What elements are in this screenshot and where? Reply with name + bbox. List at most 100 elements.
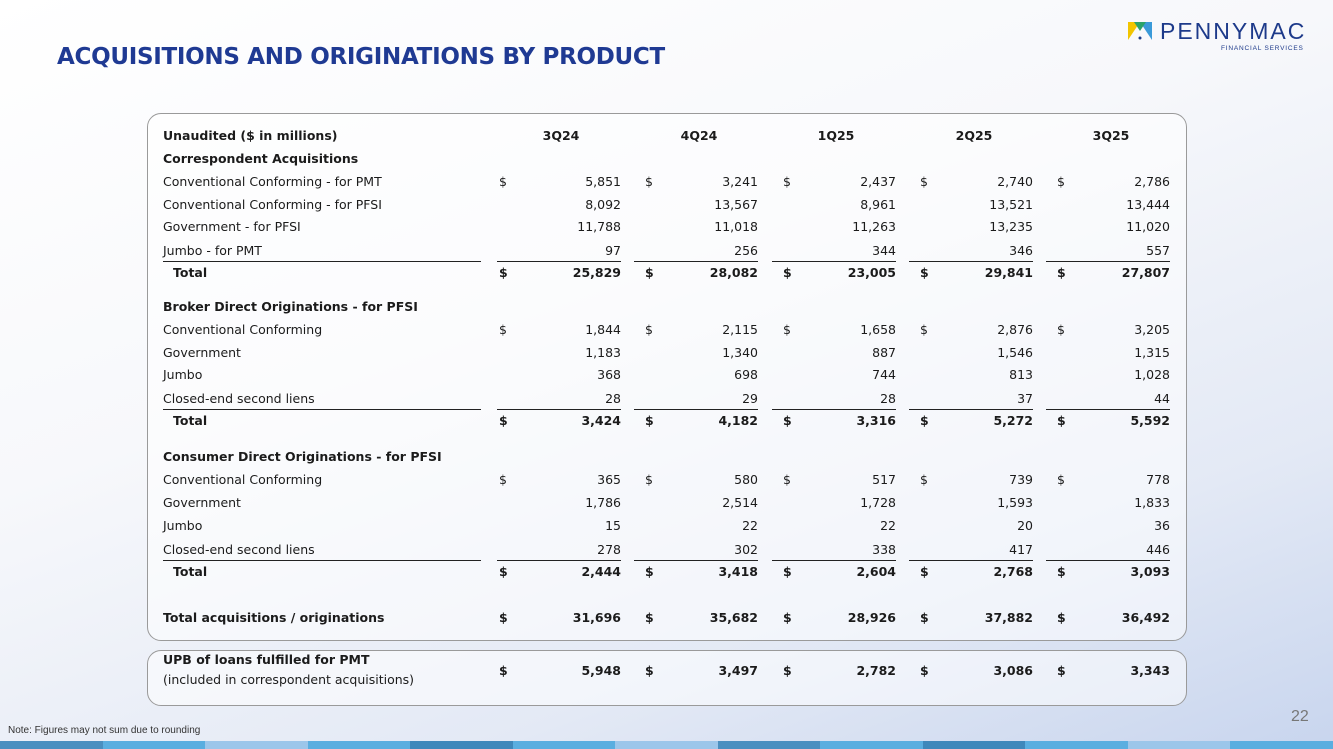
- column-header: 1Q25: [817, 128, 855, 143]
- row-value: 302: [734, 542, 758, 557]
- row-value: 11,020: [1126, 219, 1170, 234]
- row-value: 344: [872, 243, 896, 258]
- row-value: 517: [872, 472, 896, 487]
- currency-symbol: $: [783, 322, 791, 337]
- currency-symbol: $: [499, 663, 508, 678]
- row-value: 8,961: [860, 197, 896, 212]
- divider: [163, 560, 481, 561]
- column-header: 4Q24: [680, 128, 718, 143]
- grand-total-value: 37,882: [984, 610, 1033, 625]
- row-value: 13,444: [1126, 197, 1170, 212]
- row-value: 28: [880, 391, 896, 406]
- divider: [1046, 560, 1170, 561]
- currency-symbol: $: [1057, 413, 1066, 428]
- currency-symbol: $: [645, 413, 654, 428]
- row-label: Closed-end second liens: [163, 391, 315, 406]
- currency-symbol: $: [920, 265, 929, 280]
- currency-symbol: $: [783, 265, 792, 280]
- row-value: 3,241: [722, 174, 758, 189]
- currency-symbol: $: [499, 472, 507, 487]
- row-value: 580: [734, 472, 758, 487]
- upb-value: 3,343: [1130, 663, 1170, 678]
- currency-symbol: $: [920, 322, 928, 337]
- currency-symbol: $: [645, 564, 654, 579]
- row-value: 11,263: [852, 219, 896, 234]
- row-value: 44: [1154, 391, 1170, 406]
- currency-symbol: $: [1057, 322, 1065, 337]
- total-value: 5,592: [1130, 413, 1170, 428]
- total-value: 2,768: [993, 564, 1033, 579]
- divider: [909, 409, 1033, 410]
- logo-wordmark: PENNYMAC: [1160, 18, 1307, 44]
- row-value: 20: [1017, 518, 1033, 533]
- divider: [497, 409, 621, 410]
- currency-symbol: $: [645, 322, 653, 337]
- footnote: Note: Figures may not sum due to roundin…: [8, 725, 201, 736]
- divider: [1046, 261, 1170, 262]
- strip-segment: [1025, 741, 1128, 749]
- row-value: 813: [1009, 367, 1033, 382]
- grand-total-label: Total acquisitions / originations: [163, 610, 385, 625]
- currency-symbol: $: [645, 610, 654, 625]
- divider: [163, 261, 481, 262]
- total-label: Total: [173, 564, 208, 579]
- row-label: Government: [163, 345, 241, 360]
- page-number: 22: [1291, 708, 1309, 725]
- divider: [634, 560, 758, 561]
- row-value: 1,028: [1134, 367, 1170, 382]
- row-value: 1,658: [860, 322, 896, 337]
- divider: [772, 261, 896, 262]
- total-value: 3,424: [581, 413, 621, 428]
- currency-symbol: $: [920, 472, 928, 487]
- upb-label: UPB of loans fulfilled for PMT: [163, 652, 370, 667]
- currency-symbol: $: [783, 472, 791, 487]
- row-value: 278: [597, 542, 621, 557]
- section-title: Consumer Direct Originations - for PFSI: [163, 449, 442, 464]
- logo-subtitle: FINANCIAL SERVICES: [1221, 45, 1304, 52]
- divider: [497, 261, 621, 262]
- total-value: 2,604: [856, 564, 896, 579]
- strip-segment: [410, 741, 513, 749]
- row-value: 37: [1017, 391, 1033, 406]
- row-value: 1,786: [585, 495, 621, 510]
- currency-symbol: $: [499, 322, 507, 337]
- row-value: 1,728: [860, 495, 896, 510]
- row-label: Jumbo: [163, 367, 203, 382]
- currency-symbol: $: [1057, 472, 1065, 487]
- total-value: 3,093: [1130, 564, 1170, 579]
- upb-value: 5,948: [581, 663, 621, 678]
- row-value: 2,115: [722, 322, 758, 337]
- page-title: ACQUISITIONS AND ORIGINATIONS BY PRODUCT: [57, 44, 665, 70]
- currency-symbol: $: [1057, 610, 1066, 625]
- strip-segment: [102, 741, 206, 749]
- currency-symbol: $: [499, 610, 508, 625]
- currency-symbol: $: [920, 663, 929, 678]
- row-label: Conventional Conforming: [163, 322, 323, 337]
- currency-symbol: $: [783, 174, 791, 189]
- strip-segment: [922, 741, 1026, 749]
- total-value: 2,444: [581, 564, 621, 579]
- currency-symbol: $: [783, 413, 792, 428]
- section-title: Broker Direct Originations - for PFSI: [163, 299, 418, 314]
- strip-segment: [307, 741, 411, 749]
- currency-symbol: $: [1057, 265, 1066, 280]
- row-value: 417: [1009, 542, 1033, 557]
- total-value: 23,005: [847, 265, 896, 280]
- currency-symbol: $: [645, 663, 654, 678]
- row-value: 365: [597, 472, 621, 487]
- row-value: 2,786: [1134, 174, 1170, 189]
- total-value: 25,829: [572, 265, 621, 280]
- currency-symbol: $: [499, 564, 508, 579]
- row-value: 739: [1009, 472, 1033, 487]
- currency-symbol: $: [1057, 174, 1065, 189]
- row-value: 256: [734, 243, 758, 258]
- column-header: 2Q25: [955, 128, 993, 143]
- row-value: 778: [1146, 472, 1170, 487]
- currency-symbol: $: [783, 564, 792, 579]
- strip-segment: [1127, 741, 1231, 749]
- total-value: 29,841: [984, 265, 1033, 280]
- row-value: 338: [872, 542, 896, 557]
- row-value: 887: [872, 345, 896, 360]
- currency-symbol: $: [920, 610, 929, 625]
- upb-value: 3,497: [718, 663, 758, 678]
